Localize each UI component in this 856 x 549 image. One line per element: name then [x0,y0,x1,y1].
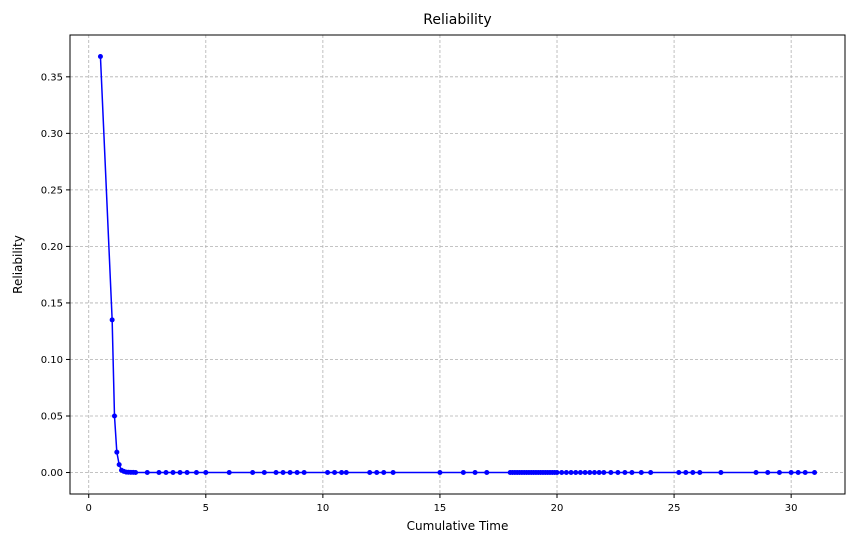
data-point [802,470,808,476]
data-point [163,470,169,476]
data-point [193,470,199,476]
data-point [226,470,232,476]
y-tick-label: 0.20 [41,242,63,253]
data-point [683,470,689,476]
data-point [765,470,771,476]
y-axis-title: Reliability [11,235,25,294]
data-point [718,470,724,476]
data-point [301,470,307,476]
x-tick-label: 10 [317,503,330,514]
data-point [690,470,696,476]
data-point [109,317,115,323]
data-point [332,470,338,476]
data-point [261,470,267,476]
data-point [116,462,122,468]
data-point [367,470,373,476]
y-tick-label: 0.15 [41,298,63,309]
data-point [133,470,139,476]
data-point [587,470,593,476]
data-point [114,449,120,455]
y-tick-label: 0.10 [41,355,63,366]
data-point [676,470,682,476]
x-tick-label: 5 [203,503,209,514]
x-tick-label: 20 [551,503,564,514]
plot-frame [69,34,846,495]
data-point [381,470,387,476]
data-point [374,470,380,476]
data-point [203,470,209,476]
y-tick-label: 0.30 [41,129,63,140]
data-point [795,470,801,476]
data-point [177,470,183,476]
data-point [484,470,490,476]
x-tick-label: 30 [785,503,798,514]
data-point [591,470,597,476]
data-point [577,470,583,476]
x-tick-label: 15 [434,503,447,514]
data-point [460,470,466,476]
data-point [563,470,569,476]
y-axis-ticks: 0.00 0.05 0.10 0.15 0.20 0.25 0.30 0.35 [41,72,70,479]
data-point [287,470,293,476]
data-point [629,470,635,476]
data-point [97,53,103,59]
y-tick-label: 0.25 [41,185,63,196]
data-point [472,470,478,476]
data-point [170,470,176,476]
data-point [648,470,654,476]
x-axis-ticks: 0 5 10 15 20 25 30 [86,494,798,514]
data-point [437,470,443,476]
data-point [812,470,818,476]
data-point [294,470,300,476]
y-tick-label: 0.00 [41,468,63,479]
data-point [615,470,621,476]
data-point [697,470,703,476]
chart-title: Reliability [423,12,491,28]
data-point [390,470,396,476]
data-point [608,470,614,476]
y-tick-label: 0.35 [41,72,63,83]
data-point [156,470,162,476]
data-point [776,470,782,476]
x-tick-label: 0 [86,503,92,514]
data-point [554,470,560,476]
data-point [559,470,565,476]
data-point [638,470,644,476]
data-point [343,470,349,476]
x-axis-title: Cumulative Time [407,519,509,533]
data-point [184,470,190,476]
data-point [280,470,286,476]
series-group [97,53,818,476]
data-point [753,470,759,476]
data-point [601,470,607,476]
data-point [144,470,150,476]
x-tick-label: 25 [668,503,681,514]
data-point [582,470,588,476]
data-point [573,470,579,476]
data-point [273,470,279,476]
data-point [788,470,794,476]
data-point [339,470,345,476]
y-tick-label: 0.05 [41,411,63,422]
data-point [622,470,628,476]
data-point [568,470,574,476]
data-point [325,470,331,476]
data-point [111,413,117,419]
data-point [596,470,602,476]
data-point [250,470,256,476]
